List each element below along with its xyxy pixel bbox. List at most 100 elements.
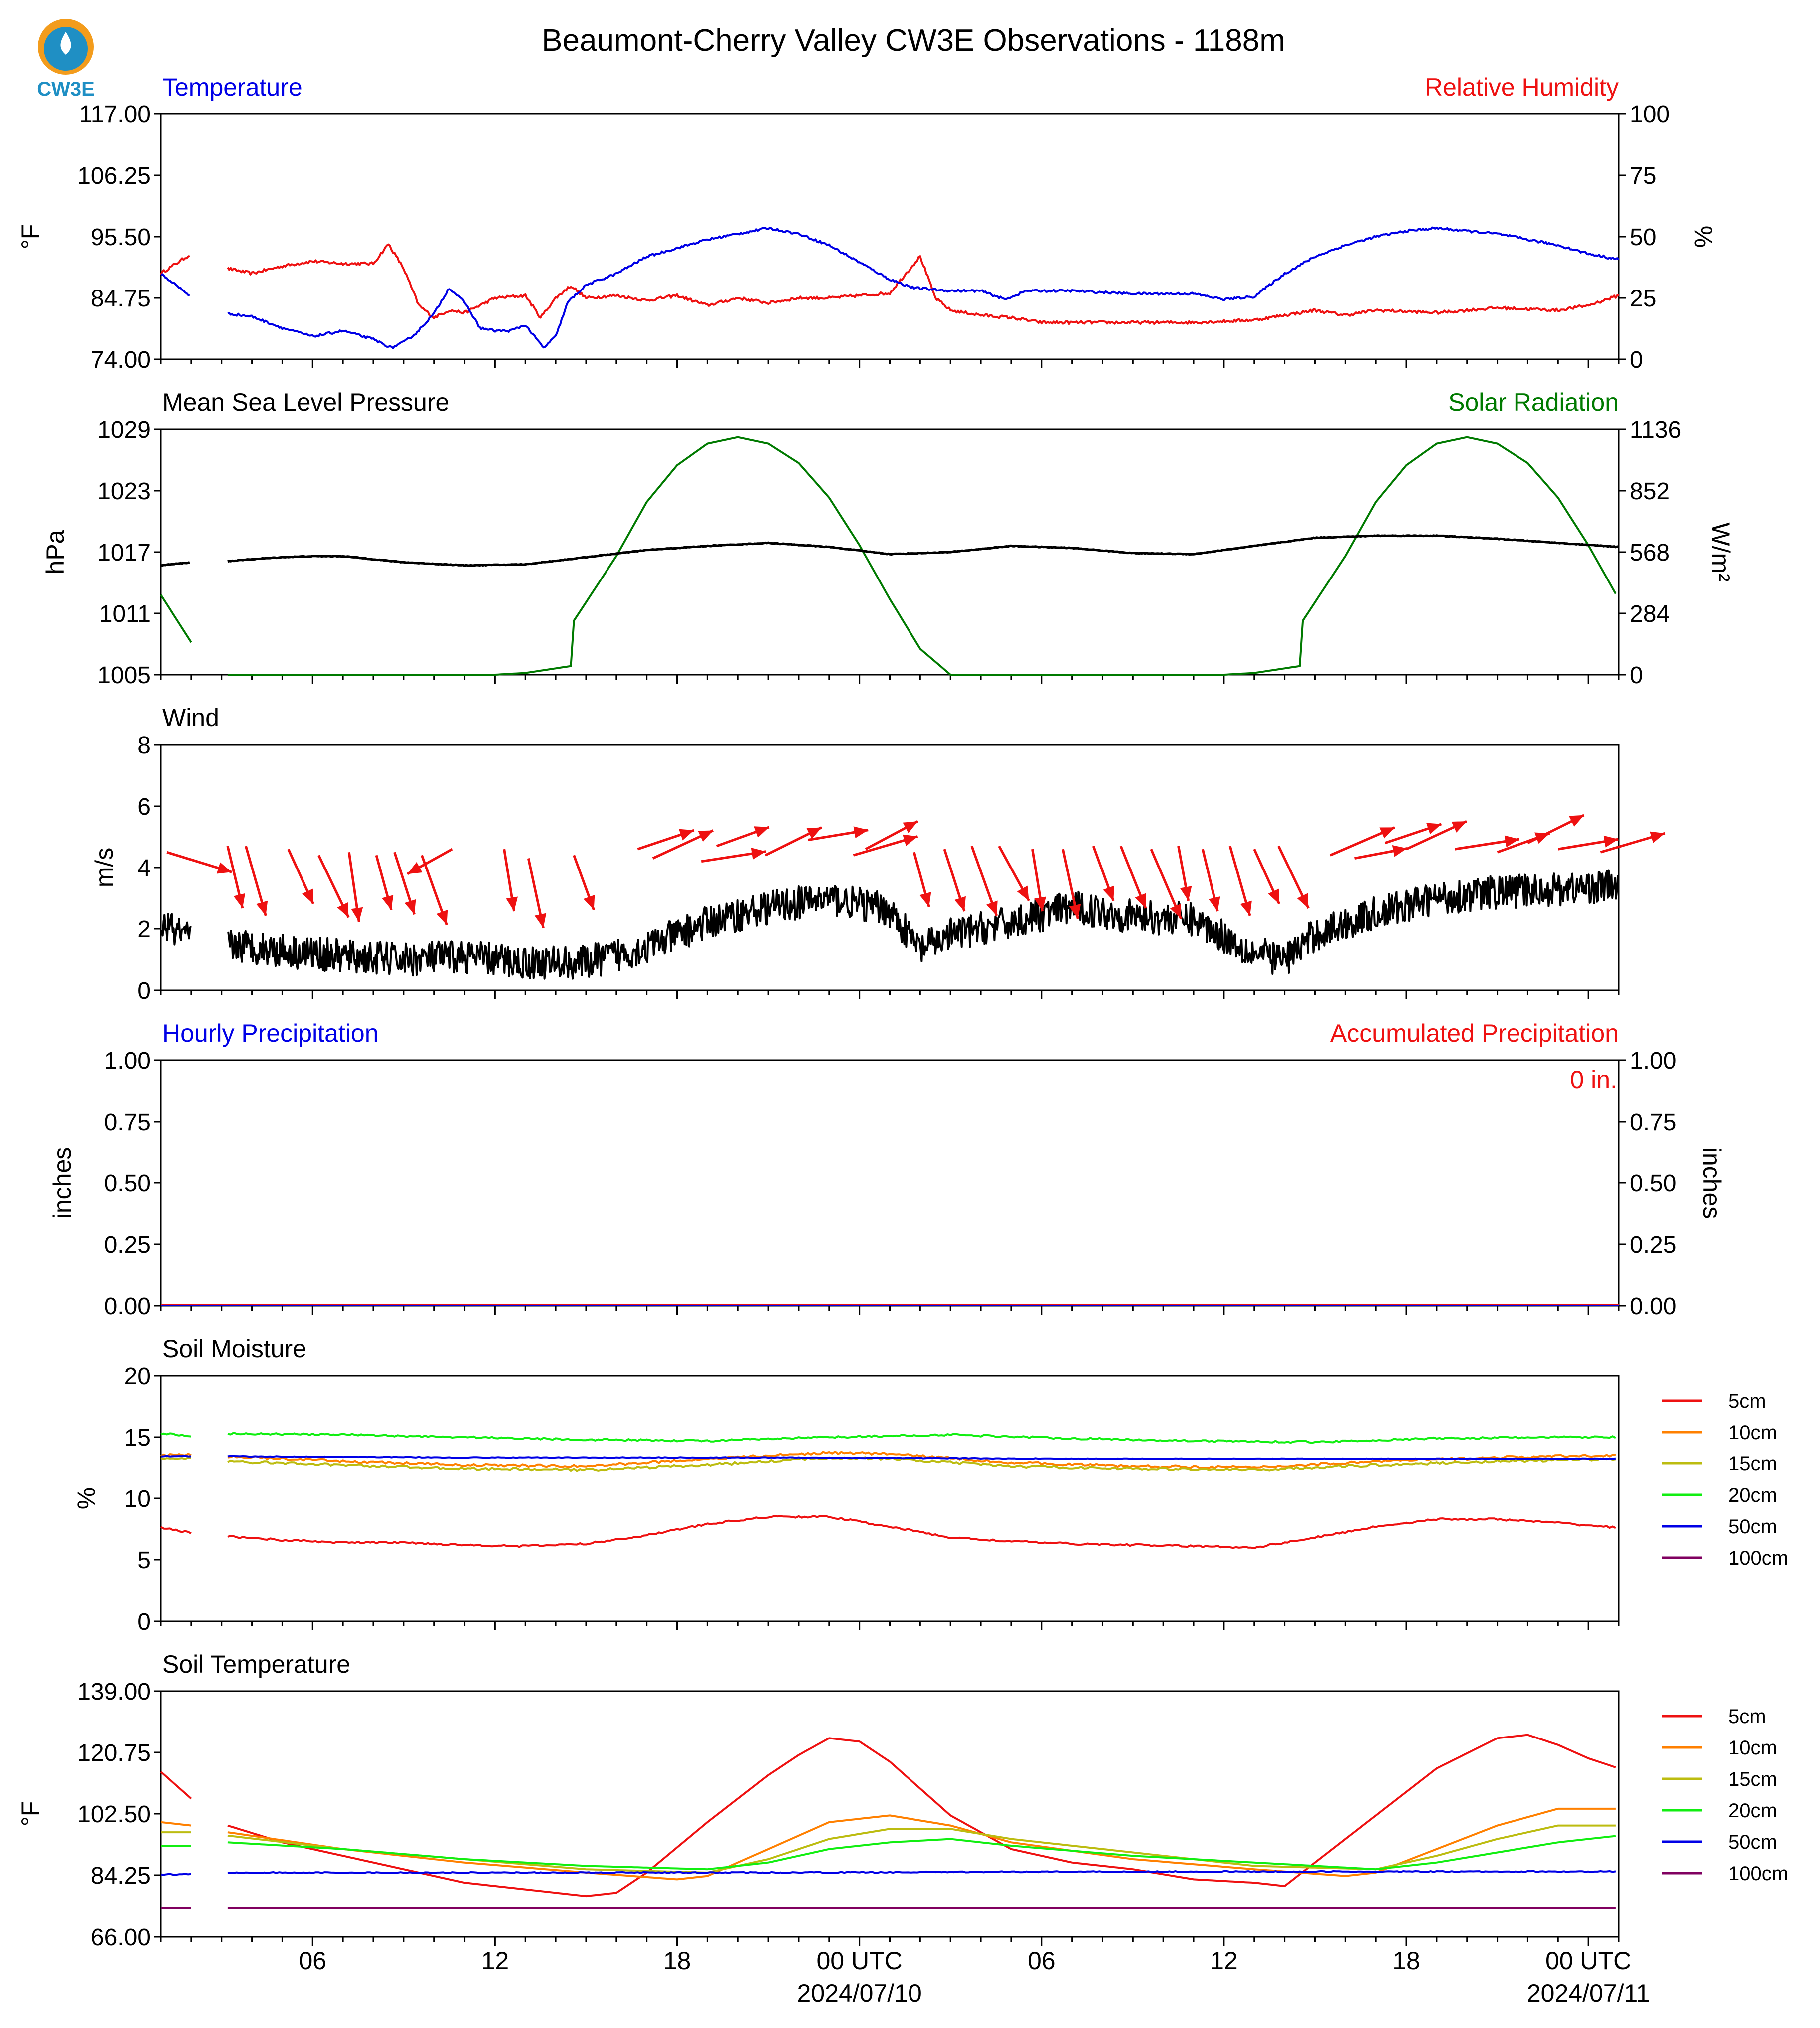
accum-precip-unit: inches	[1698, 1147, 1726, 1219]
pressure-left-tick-label: 1023	[97, 478, 151, 505]
wind-arrow-head	[1135, 893, 1146, 908]
x-tick-label: 12	[1210, 1947, 1238, 1975]
wind-arrow-head	[679, 829, 694, 841]
wind-arrow-head	[1170, 903, 1181, 919]
soil-temperature-legend-label: 15cm	[1728, 1768, 1777, 1790]
temperature-title: Temperature	[162, 73, 303, 101]
soil-temperature-legend-label: 50cm	[1728, 1831, 1777, 1853]
soil-temperature-left-tick-label: 102.50	[77, 1801, 151, 1828]
wind-arrow-head	[754, 826, 769, 838]
x-tick-label: 18	[663, 1947, 691, 1975]
soil-temperature-unit: °F	[16, 1801, 44, 1827]
wind-arrow-head	[407, 862, 423, 874]
hourly-precip-left-tick-label: 0.75	[104, 1109, 151, 1136]
soil-temperature-left-tick-label: 139.00	[77, 1679, 151, 1705]
wind-arrow-head	[1504, 835, 1519, 848]
soil-moisture-legend-label: 20cm	[1728, 1484, 1777, 1506]
wind-left-tick-label: 2	[137, 916, 151, 943]
chart-marks: 117.00106.2595.5084.7574.001007550250102…	[77, 101, 1788, 2007]
humidity-line	[160, 243, 1619, 325]
hourly-precip-left-tick-label: 0.00	[104, 1293, 151, 1320]
wind-arrow-head	[1180, 886, 1192, 901]
soil-moisture-legend-label: 100cm	[1728, 1547, 1788, 1569]
wind-arrow-head	[1034, 896, 1046, 912]
solar-right-tick-label: 0	[1630, 662, 1643, 689]
humidity-unit: %	[1689, 226, 1717, 248]
hourly-precip-title: Hourly Precipitation	[162, 1019, 379, 1047]
soil-moisture-left-tick-label: 15	[124, 1425, 151, 1451]
wind-arrow-head	[1603, 835, 1619, 848]
pressure-title: Mean Sea Level Pressure	[162, 388, 449, 416]
soil-temperature-line	[160, 1870, 1616, 1876]
wind-arrow-head	[1017, 885, 1029, 901]
wind-arrow-head	[1297, 893, 1309, 908]
accum-precip-title: Accumulated Precipitation	[1330, 1019, 1619, 1047]
humidity-right-tick-label: 75	[1630, 163, 1656, 189]
soil-moisture-left-tick-label: 10	[124, 1486, 151, 1512]
solar-right-tick-label: 284	[1630, 601, 1670, 627]
wind-arrow-head	[1240, 900, 1252, 916]
solar-right-tick-label: 1136	[1630, 417, 1681, 443]
wind-left-tick-label: 8	[137, 732, 151, 759]
temperature-line	[160, 226, 1620, 349]
temperature-left-tick-label: 95.50	[91, 224, 151, 251]
temperature-left-tick-label: 84.75	[91, 286, 151, 312]
wind-arrow-head	[1069, 904, 1081, 919]
wind-arrow-head	[404, 899, 416, 915]
soil-moisture-line	[160, 1515, 1616, 1549]
soil-moisture-title: Soil Moisture	[162, 1335, 306, 1363]
pressure-left-tick-label: 1029	[97, 417, 151, 443]
temperature-left-tick-label: 106.25	[77, 163, 151, 189]
temperature-left-tick-label: 117.00	[79, 101, 151, 128]
wind-arrow-head	[534, 913, 547, 928]
wind-arrow-head	[1451, 821, 1467, 833]
wind-arrow-head	[903, 834, 918, 846]
soil-moisture-legend-label: 50cm	[1728, 1516, 1777, 1538]
wind-unit: m/s	[90, 848, 118, 888]
soil-temperature-line	[160, 1734, 1616, 1898]
x-tick-label: 06	[299, 1947, 326, 1975]
hourly-precip-left-tick-label: 0.25	[104, 1232, 151, 1258]
solar-right-tick-label: 852	[1630, 478, 1670, 505]
wind-arrow-head	[382, 895, 394, 910]
soil-temperature-left-tick-label: 84.25	[91, 1863, 151, 1889]
chart-title: Beaumont-Cherry Valley CW3E Observations…	[542, 23, 1285, 58]
pressure-left-tick-label: 1017	[97, 540, 151, 566]
accum-precip-right-tick-label: 0.25	[1630, 1232, 1676, 1258]
wind-arrow-head	[1103, 885, 1114, 901]
x-date-label: 2024/07/10	[797, 1979, 922, 2007]
wind-arrow-head	[233, 893, 246, 908]
humidity-right-tick-label: 25	[1630, 286, 1656, 312]
wind-arrow-head	[337, 902, 349, 918]
wind-arrow-head	[903, 821, 918, 833]
soil-moisture-left-tick-label: 5	[137, 1547, 151, 1574]
soil-temperature-legend-label: 10cm	[1728, 1737, 1777, 1759]
temperature-unit: °F	[16, 224, 44, 250]
humidity-title: Relative Humidity	[1425, 73, 1619, 101]
pressure-unit: hPa	[41, 530, 69, 574]
accum-precip-value: 0 in.	[1570, 1066, 1617, 1094]
pressure-left-tick-label: 1011	[99, 601, 151, 627]
hourly-precip-left-tick-label: 1.00	[104, 1048, 151, 1074]
wind-arrow-head	[1426, 823, 1442, 835]
wind-arrow-head	[351, 907, 363, 922]
temperature-left-tick-label: 74.00	[91, 347, 151, 373]
wind-left-tick-label: 4	[137, 855, 151, 881]
soil-temperature-legend-label: 5cm	[1728, 1706, 1766, 1728]
soil-moisture-legend-label: 15cm	[1728, 1453, 1777, 1475]
wind-arrow-head	[1569, 815, 1584, 827]
soil-moisture-line	[160, 1455, 1616, 1460]
wind-arrow-head	[1379, 827, 1395, 839]
wind-speed-line	[160, 869, 1619, 980]
accum-precip-right-tick-label: 0.00	[1630, 1293, 1676, 1320]
pressure-line	[160, 534, 1619, 567]
wind-arrow-head	[954, 896, 966, 912]
x-tick-label: 06	[1028, 1947, 1056, 1975]
wind-arrow-head	[751, 848, 766, 860]
humidity-right-tick-label: 100	[1630, 101, 1670, 128]
x-tick-label: 12	[481, 1947, 509, 1975]
soil-moisture-line	[160, 1456, 1616, 1472]
soil-temperature-left-tick-label: 120.75	[77, 1740, 151, 1766]
soil-moisture-legend-label: 10cm	[1728, 1422, 1777, 1444]
accum-precip-right-tick-label: 0.75	[1630, 1109, 1676, 1136]
